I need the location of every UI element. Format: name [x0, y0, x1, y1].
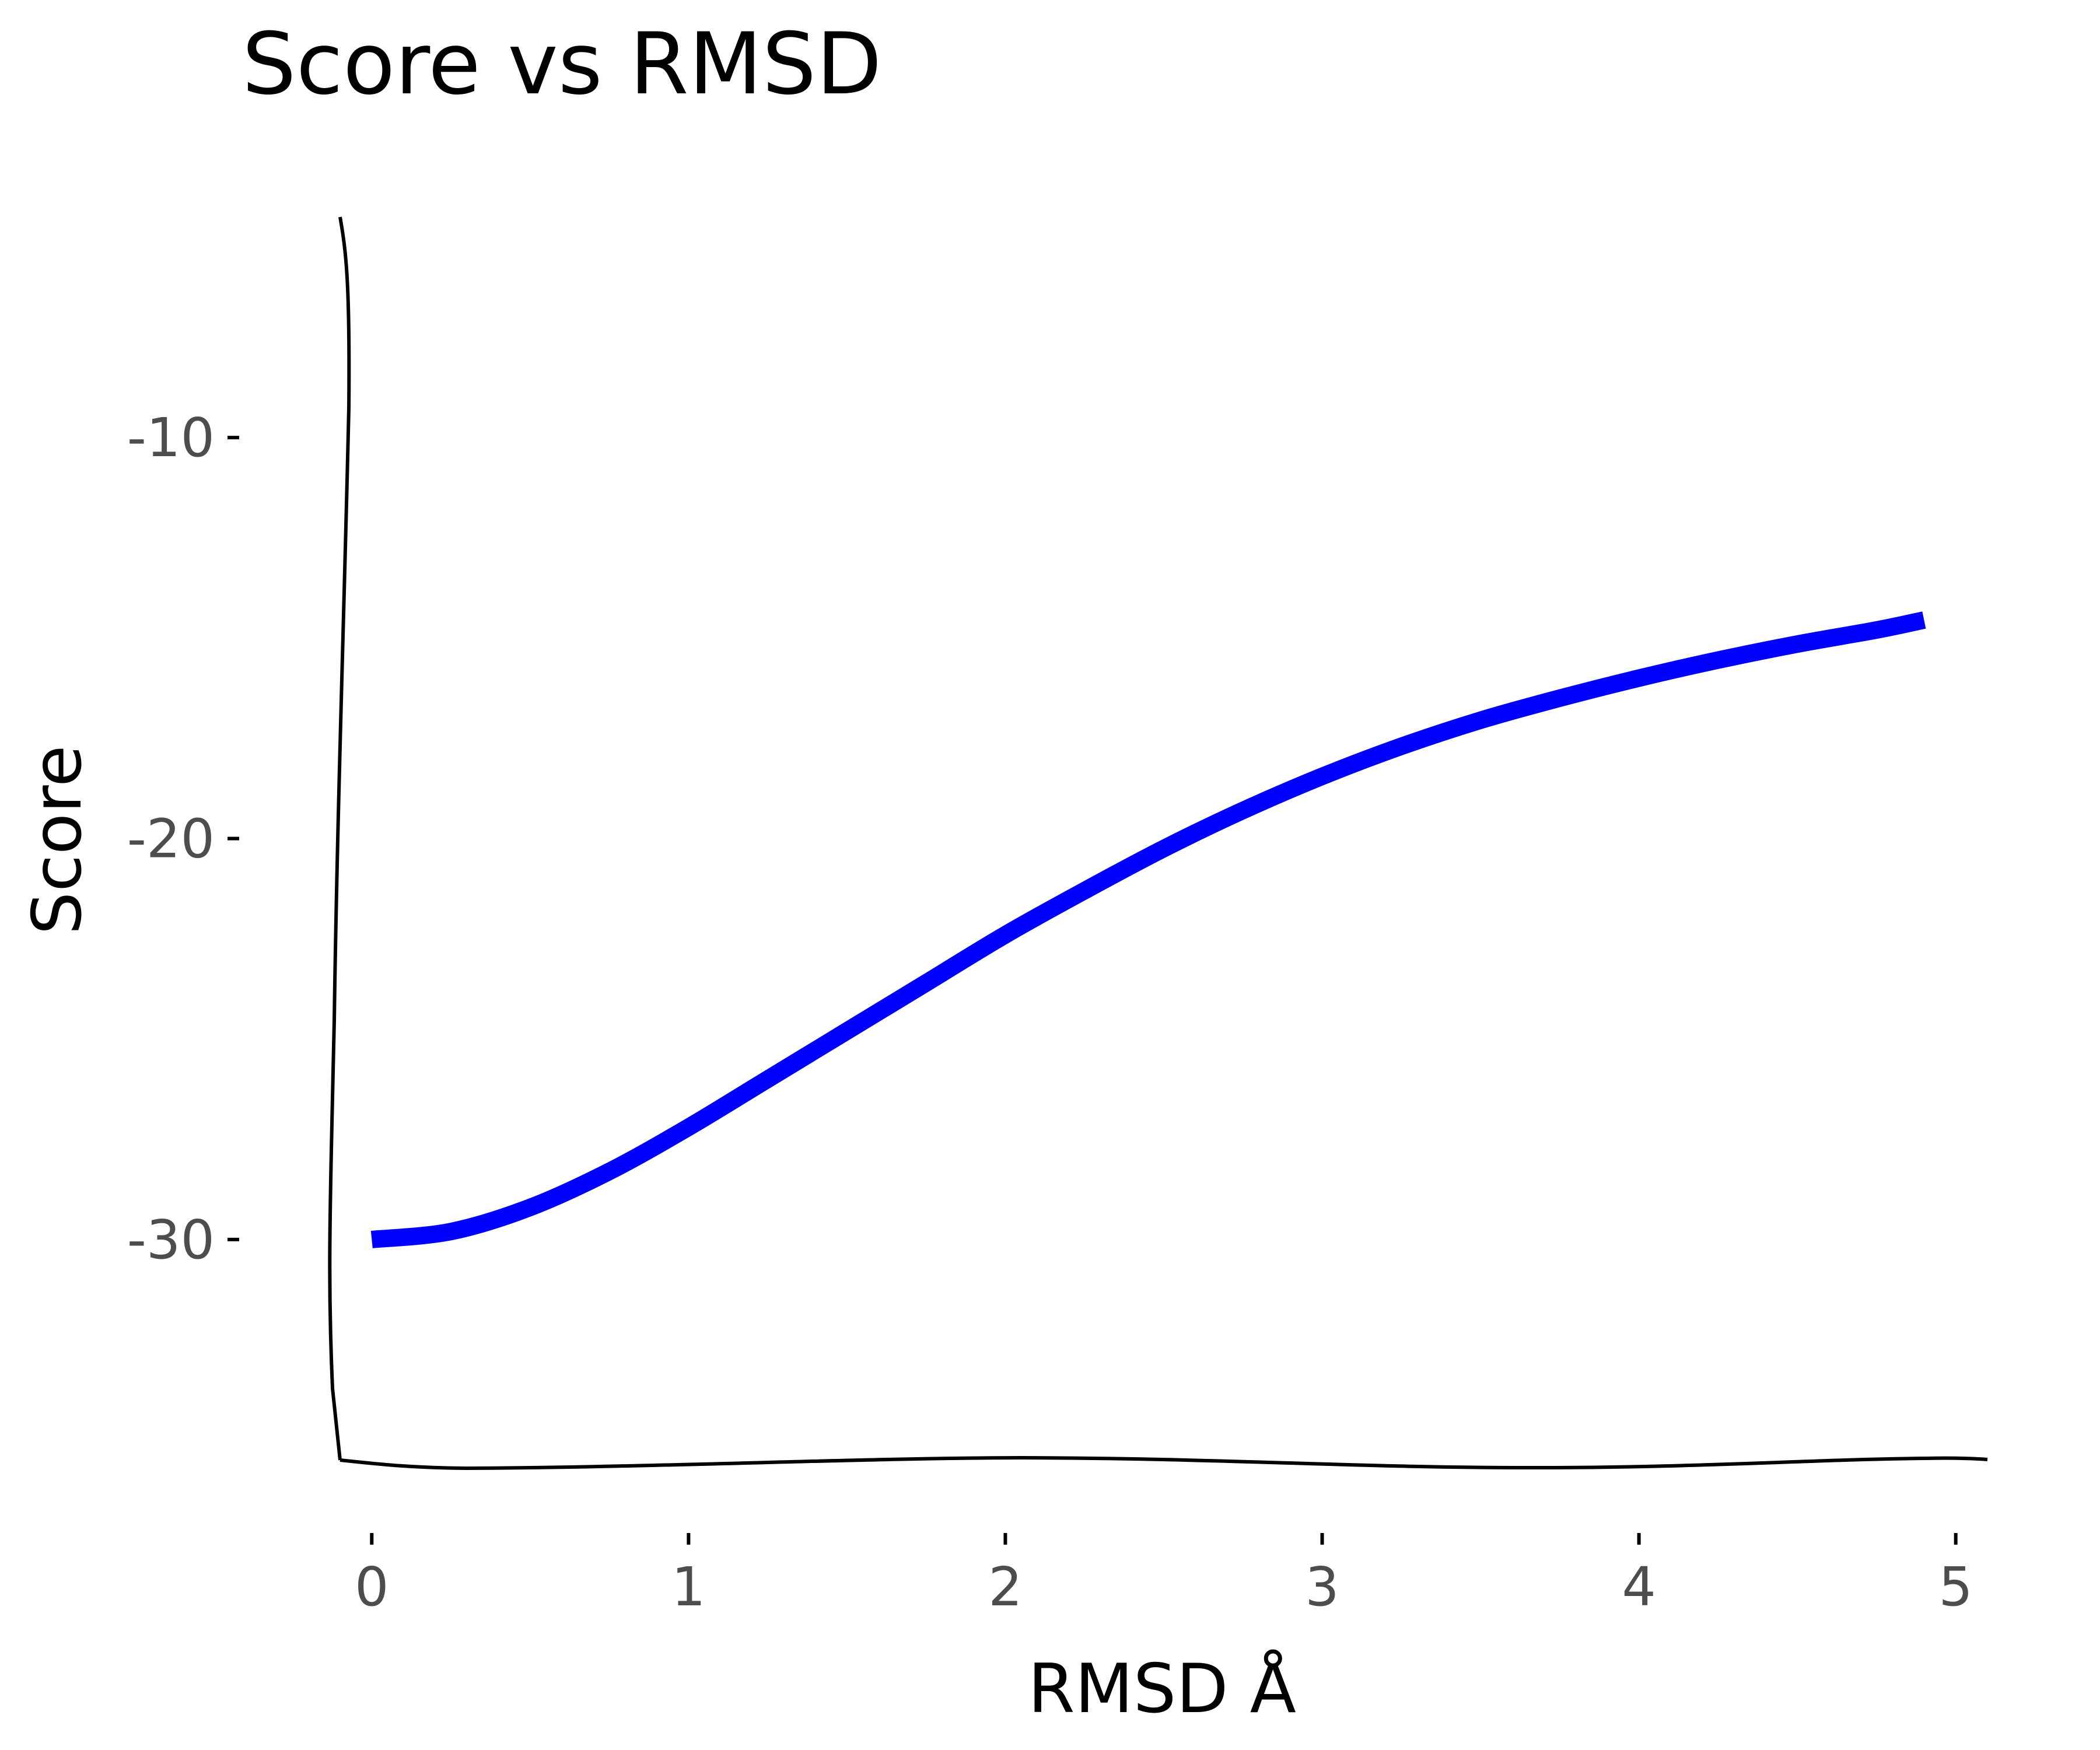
x-tick-label: 3 [1305, 1556, 1339, 1618]
x-tick-label: 4 [1622, 1556, 1656, 1618]
x-axis-line [340, 1455, 1988, 1471]
y-axis-title: Score [18, 746, 97, 935]
y-axis-line [328, 216, 351, 1461]
series-line [370, 611, 1926, 1248]
x-axis-title: RMSD Å [1028, 1649, 1296, 1728]
x-tick-label: 2 [988, 1556, 1023, 1618]
x-tick-label: 0 [355, 1556, 389, 1618]
y-tick-label: -20 [127, 808, 215, 870]
x-tick-label: 1 [671, 1556, 706, 1618]
series-layer [370, 611, 1926, 1248]
chart-title: Score vs RMSD [242, 15, 882, 114]
y-tick-label: -10 [127, 407, 215, 469]
y-axis-ticks: -30 -20 -10 [127, 407, 239, 1271]
x-axis-ticks: 0 1 2 3 4 5 [355, 1533, 1973, 1618]
x-tick-label: 5 [1938, 1556, 1973, 1618]
y-tick-label: -30 [127, 1209, 215, 1271]
